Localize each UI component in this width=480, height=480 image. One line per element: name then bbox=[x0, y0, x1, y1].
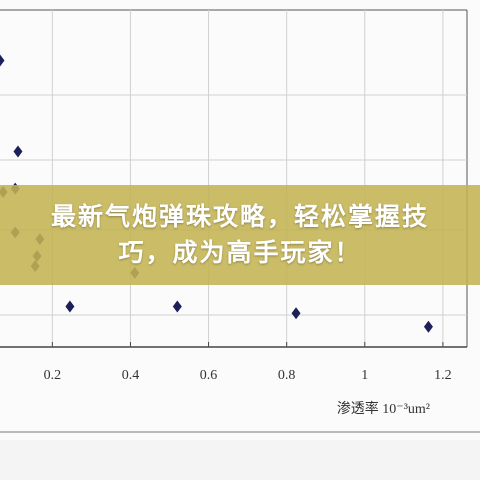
banner-title: 最新气炮弹珠攻略，轻松掌握技巧，成为高手玩家！ bbox=[50, 202, 429, 267]
point bbox=[423, 320, 433, 333]
point bbox=[0, 54, 5, 67]
x-tick-label: 1.2 bbox=[434, 368, 452, 383]
x-tick-label: 1 bbox=[361, 368, 368, 383]
point bbox=[13, 145, 23, 158]
x-tick-label: 0.4 bbox=[122, 368, 140, 383]
point bbox=[291, 307, 301, 320]
x-tick-label: 0.8 bbox=[278, 368, 296, 383]
x-axis-label: 渗透率 10⁻³um² bbox=[337, 400, 430, 417]
banner: 最新气炮弹珠攻略，轻松掌握技巧，成为高手玩家！ bbox=[0, 185, 480, 285]
point bbox=[65, 300, 75, 313]
point bbox=[172, 300, 182, 313]
x-tick-label: 0.6 bbox=[200, 368, 218, 383]
x-tick-label: 0.2 bbox=[44, 368, 62, 383]
